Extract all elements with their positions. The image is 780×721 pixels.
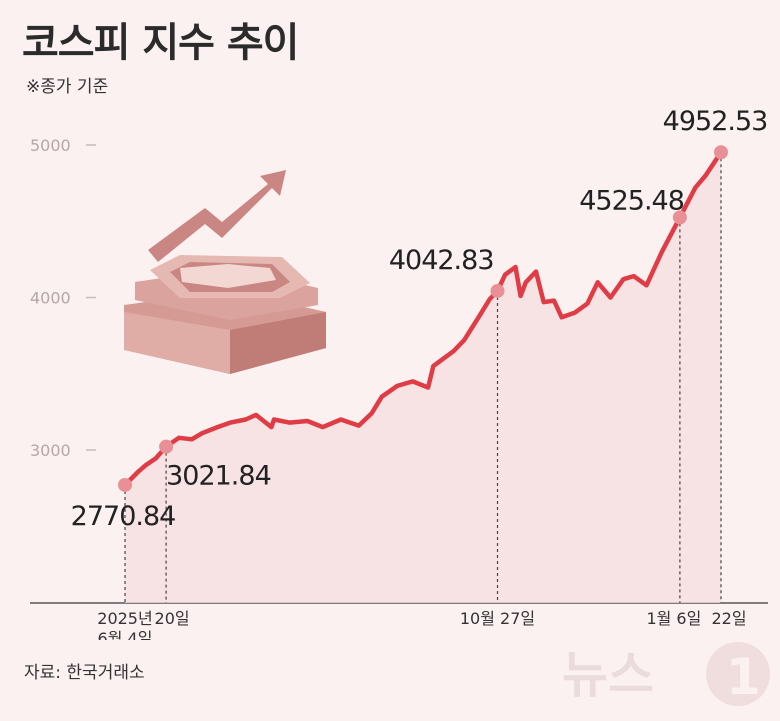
x-tick-label: 22일 [711,609,746,628]
data-point [144,464,147,467]
data-point [514,266,517,268]
data-point [452,349,455,352]
y-tick-label: 5000 [30,136,71,155]
data-point [586,302,589,305]
data-point [519,294,522,297]
data-point [380,395,383,398]
data-point [609,296,612,299]
area-fill [125,152,721,603]
data-point [694,186,697,189]
rising-arrow-icon [148,170,286,262]
x-tick-label: 10월 27일 [460,609,535,628]
data-point [270,426,273,429]
data-point [660,250,663,253]
data-point [255,413,258,416]
data-point [136,471,139,474]
data-point [573,311,576,314]
y-axis: 3000 4000 5000 [30,136,96,460]
data-point [596,281,599,284]
value-label: 4042.83 [389,245,494,276]
data-point [396,384,399,387]
x-tick-label: 1월 6일 [646,609,701,628]
data-point [524,281,527,284]
annotation-marker [490,283,505,298]
data-point [535,270,538,273]
x-tick-label: 6월 4일 [98,629,153,640]
data-point [154,457,157,460]
data-point [542,301,545,304]
data-point [553,299,556,302]
data-point [190,438,193,441]
data-point [177,436,180,439]
data-point [201,432,204,435]
data-point [478,314,481,317]
series-line [122,149,724,488]
news1-logo: 뉴스 1 [562,642,770,706]
y-tick-label: 3000 [30,441,71,460]
data-point [370,412,373,415]
data-point [339,418,342,421]
annotation-marker [118,477,132,492]
chart-title: 코스피 지수 추이 [22,20,299,66]
data-point [229,421,232,424]
exchange-building-icon [124,255,326,374]
data-point [632,275,635,278]
data-point [704,174,707,177]
data-point [244,418,247,421]
data-point [321,426,324,429]
data-point [306,420,309,423]
data-point [427,386,430,389]
data-point [560,316,563,319]
data-point [488,298,491,301]
data-point [357,424,360,427]
data-point [504,273,507,276]
data-point [645,284,648,287]
chart-note: ※종가 기준 [26,77,109,97]
annotation-marker [714,145,728,160]
data-point [216,426,219,429]
svg-text:1: 1 [726,648,761,706]
x-tick-label: 20일 [155,609,190,628]
data-point [463,339,466,342]
annotation-marker [159,439,174,454]
data-point [411,380,414,383]
source-credit: 자료: 한국거래소 [24,663,145,683]
y-tick-label: 4000 [30,289,71,308]
value-label: 4525.48 [579,185,684,216]
value-label: 2770.84 [71,501,176,532]
data-point [622,278,625,281]
svg-text:뉴스: 뉴스 [562,646,654,704]
value-label: 4952.53 [663,106,768,137]
data-point [288,421,291,424]
x-tick-label: 2025년 [97,609,152,628]
value-label: 3021.84 [166,461,271,492]
annotation-marker [672,210,687,225]
data-point [432,365,435,368]
data-point [273,418,275,421]
